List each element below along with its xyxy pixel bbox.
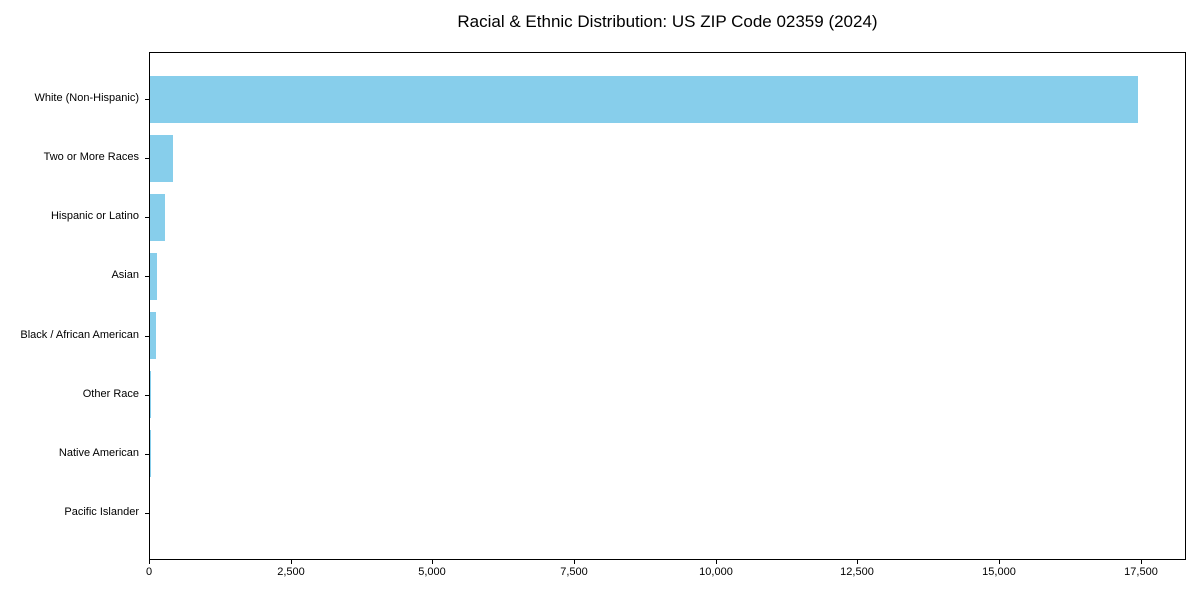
y-tick-white-non-hispanic	[145, 99, 149, 100]
x-tick-7500	[574, 560, 575, 564]
y-tick-label-black-african-american: Black / African American	[20, 329, 139, 341]
y-tick-two-or-more-races	[145, 158, 149, 159]
x-tick-label-10000: 10,000	[699, 566, 733, 578]
bar-two-or-more-races	[150, 134, 174, 182]
x-tick-label-2500: 2,500	[277, 566, 305, 578]
bar-hispanic-or-latino	[150, 193, 166, 241]
x-tick-10000	[716, 560, 717, 564]
x-tick-0	[149, 560, 150, 564]
y-tick-black-african-american	[145, 336, 149, 337]
y-tick-label-other-race: Other Race	[82, 388, 139, 400]
x-tick-label-12500: 12,500	[840, 566, 874, 578]
bar-black-african-american	[150, 312, 156, 360]
y-tick-label-pacific-islander: Pacific Islander	[64, 506, 139, 518]
x-tick-12500	[857, 560, 858, 564]
y-tick-pacific-islander	[145, 513, 149, 514]
y-tick-native-american	[145, 454, 149, 455]
x-tick-15000	[999, 560, 1000, 564]
x-tick-17500	[1141, 560, 1142, 564]
plot-area	[149, 52, 1186, 560]
y-tick-label-native-american: Native American	[58, 447, 139, 459]
y-tick-label-hispanic-or-latino: Hispanic or Latino	[50, 210, 139, 222]
x-tick-label-5000: 5,000	[418, 566, 446, 578]
x-tick-2500	[291, 560, 292, 564]
y-tick-label-white-non-hispanic: White (Non-Hispanic)	[34, 92, 139, 104]
y-tick-label-two-or-more-races: Two or More Races	[43, 151, 139, 163]
x-tick-label-15000: 15,000	[982, 566, 1016, 578]
y-tick-hispanic-or-latino	[145, 217, 149, 218]
x-tick-5000	[432, 560, 433, 564]
bar-other-race	[150, 371, 152, 419]
x-tick-label-7500: 7,500	[560, 566, 588, 578]
x-tick-label-0: 0	[145, 566, 153, 578]
y-tick-other-race	[145, 395, 149, 396]
y-tick-asian	[145, 276, 149, 277]
chart-title: Racial & Ethnic Distribution: US ZIP Cod…	[457, 12, 878, 31]
bar-white-non-hispanic	[150, 75, 1138, 123]
y-tick-label-asian: Asian	[111, 269, 139, 281]
bar-native-american	[150, 430, 151, 478]
x-tick-label-17500: 17,500	[1124, 566, 1158, 578]
bar-asian	[150, 252, 157, 300]
